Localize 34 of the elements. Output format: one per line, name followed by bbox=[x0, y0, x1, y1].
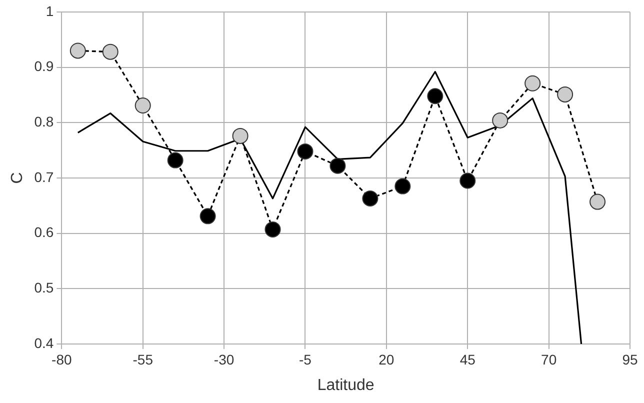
point bbox=[492, 112, 508, 128]
point bbox=[427, 88, 444, 104]
x-tick-label: -55 bbox=[132, 351, 154, 368]
x-tick-label: 95 bbox=[622, 351, 638, 368]
y-tick-label: 0.6 bbox=[34, 224, 54, 240]
y-tick-label: 0.5 bbox=[34, 280, 54, 296]
point bbox=[460, 172, 476, 189]
x-tick-label: -30 bbox=[214, 351, 234, 368]
y-tick-label: 0.9 bbox=[34, 58, 54, 74]
point bbox=[167, 152, 184, 168]
point bbox=[362, 190, 378, 206]
x-axis-title: Latitude bbox=[317, 376, 374, 394]
x-tick-label: 20 bbox=[378, 351, 394, 368]
point bbox=[297, 143, 314, 160]
x-tick-label: 70 bbox=[541, 351, 557, 368]
point bbox=[557, 86, 574, 102]
y-tick-label: 1 bbox=[46, 2, 54, 19]
point bbox=[590, 194, 606, 210]
point bbox=[330, 158, 346, 174]
y-tick-label: 0.7 bbox=[34, 168, 54, 185]
y-axis-title: C bbox=[9, 172, 26, 184]
x-tick-label: -5 bbox=[299, 351, 312, 368]
point bbox=[70, 42, 86, 59]
y-tick-label: 0.8 bbox=[34, 114, 54, 130]
point bbox=[264, 221, 281, 238]
x-tick-label: -80 bbox=[52, 351, 72, 368]
y-tick-label: 0.4 bbox=[34, 334, 54, 351]
point bbox=[134, 98, 151, 114]
point bbox=[394, 178, 411, 194]
point bbox=[200, 208, 216, 224]
point bbox=[232, 128, 248, 144]
point bbox=[524, 75, 541, 92]
x-tick-label: 45 bbox=[460, 351, 476, 368]
point bbox=[102, 44, 118, 60]
